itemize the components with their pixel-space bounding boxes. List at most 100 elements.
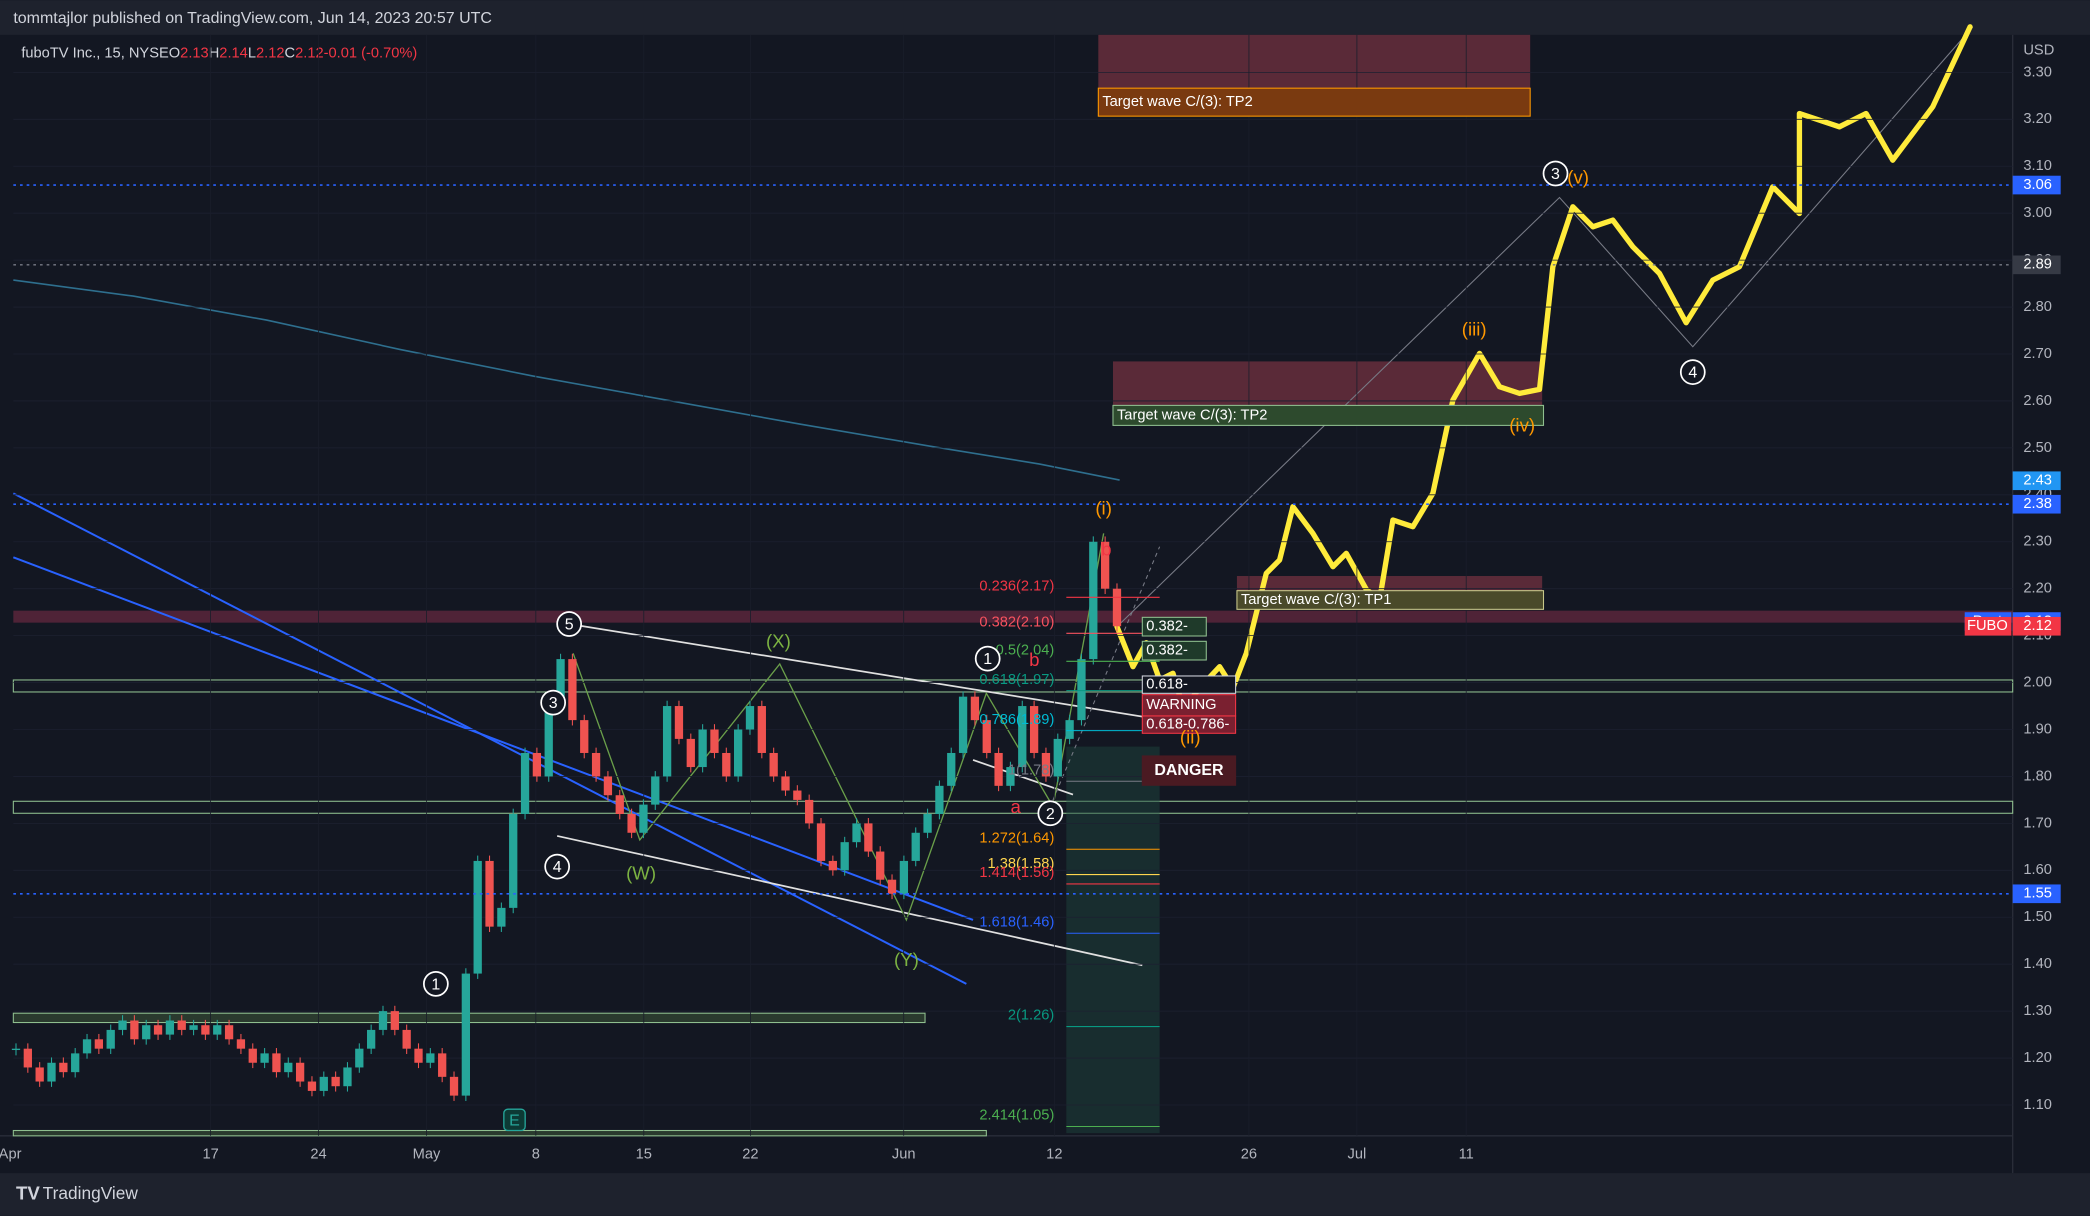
candle bbox=[627, 813, 636, 833]
candle bbox=[674, 706, 684, 739]
candle bbox=[734, 729, 743, 777]
target-box bbox=[1141, 616, 1207, 637]
candle bbox=[520, 752, 530, 814]
candle bbox=[982, 720, 991, 753]
zone bbox=[12, 800, 2014, 814]
candle bbox=[970, 696, 980, 721]
candle bbox=[532, 752, 542, 777]
candle bbox=[994, 752, 1003, 786]
x-tick-label: Jun bbox=[892, 1146, 916, 1162]
wave-circle bbox=[1542, 160, 1569, 187]
y-tick-label: 2.60 bbox=[2023, 393, 2052, 409]
fib-label: 0.382(2.10) bbox=[979, 615, 1054, 631]
wave-label: 2 bbox=[1046, 806, 1055, 823]
candle bbox=[461, 973, 471, 1096]
channel-line bbox=[569, 623, 1147, 719]
candle bbox=[331, 1076, 340, 1087]
candle bbox=[201, 1025, 210, 1035]
y-tick-label: 2.50 bbox=[2023, 440, 2052, 456]
candle bbox=[1065, 720, 1074, 739]
candle bbox=[580, 720, 589, 753]
target-label: 0.618-0.786- bbox=[1146, 717, 1229, 733]
candle bbox=[307, 1081, 317, 1091]
candle bbox=[426, 1053, 435, 1063]
candle bbox=[769, 752, 778, 777]
wave-circle bbox=[556, 611, 583, 637]
candle bbox=[698, 729, 707, 768]
y-tick-label: 3.30 bbox=[2023, 64, 2052, 80]
price-tag-label: FUBO bbox=[1967, 618, 2008, 634]
wave-label: E bbox=[509, 1112, 520, 1129]
x-tick-label: Jul bbox=[1348, 1146, 1367, 1162]
x-tick-label: May bbox=[413, 1146, 441, 1162]
target-zone bbox=[1112, 361, 1543, 406]
candle bbox=[603, 776, 613, 796]
target-box bbox=[1141, 715, 1237, 734]
candle bbox=[591, 752, 601, 777]
candle bbox=[781, 776, 790, 791]
candle bbox=[1100, 541, 1110, 589]
x-tick-label: 24 bbox=[310, 1146, 326, 1162]
price-badge-label: 2.43 bbox=[2023, 473, 2052, 489]
candle bbox=[958, 696, 968, 753]
candle bbox=[224, 1025, 234, 1040]
wave-label: a bbox=[1010, 796, 1021, 817]
candle bbox=[390, 1011, 399, 1030]
candle bbox=[840, 842, 849, 871]
candle bbox=[1112, 588, 1122, 627]
wave-label: 3 bbox=[1551, 166, 1560, 183]
candle bbox=[686, 738, 695, 768]
price-badge-label: 2.12 bbox=[2023, 618, 2052, 634]
candle bbox=[248, 1048, 257, 1063]
price-badge bbox=[2012, 884, 2061, 904]
candle bbox=[153, 1025, 163, 1035]
top-bar bbox=[0, 0, 2090, 35]
fib-label: 2.414(1.05) bbox=[979, 1108, 1054, 1124]
target-label: DANGER bbox=[1154, 762, 1224, 779]
price-badge bbox=[2012, 255, 2061, 275]
wave-circle bbox=[1679, 359, 1706, 385]
candle bbox=[1029, 706, 1039, 753]
wave-label: (ii) bbox=[1180, 727, 1201, 748]
candle bbox=[213, 1025, 222, 1035]
candle bbox=[805, 799, 814, 824]
wave-circle bbox=[422, 971, 449, 997]
zones bbox=[12, 34, 2014, 1137]
candle bbox=[343, 1067, 352, 1087]
candle bbox=[71, 1053, 80, 1073]
candle bbox=[876, 851, 885, 880]
target-label: 0.382- bbox=[1146, 643, 1188, 659]
brand: TradingView bbox=[43, 1183, 139, 1203]
x-tick-label: 15 bbox=[636, 1146, 652, 1162]
candle bbox=[260, 1053, 269, 1063]
candle bbox=[284, 1062, 293, 1073]
candle bbox=[556, 659, 565, 707]
wave-label: 3 bbox=[549, 695, 558, 712]
candle bbox=[1018, 706, 1027, 768]
candle bbox=[272, 1053, 281, 1073]
target-box bbox=[1141, 675, 1237, 694]
wave-label: 1 bbox=[431, 976, 440, 993]
wave-label: 5 bbox=[565, 617, 574, 634]
x-tick-label: 22 bbox=[742, 1146, 758, 1162]
candle bbox=[864, 823, 873, 852]
x-tick-label: 17 bbox=[202, 1146, 218, 1162]
fib-label: 0.786(1.89) bbox=[979, 712, 1054, 728]
fib-label: 1(1.78) bbox=[1008, 762, 1054, 778]
target-label: 0.382- bbox=[1146, 619, 1188, 635]
price-badge bbox=[2012, 616, 2061, 636]
event-badge bbox=[503, 1108, 526, 1132]
wave-label: b bbox=[1029, 649, 1039, 670]
zone bbox=[12, 679, 2014, 693]
candle bbox=[1089, 541, 1098, 660]
target-label: WARNING bbox=[1146, 697, 1216, 713]
wave-circle bbox=[1037, 800, 1064, 827]
candle bbox=[745, 706, 755, 730]
candle bbox=[911, 832, 920, 861]
wave-label: (iii) bbox=[1462, 319, 1487, 340]
y-tick-label: 2.30 bbox=[2023, 534, 2052, 550]
wave-label: (v) bbox=[1567, 167, 1589, 188]
price-badge bbox=[2012, 175, 2061, 195]
wave-label: (X) bbox=[766, 631, 791, 652]
